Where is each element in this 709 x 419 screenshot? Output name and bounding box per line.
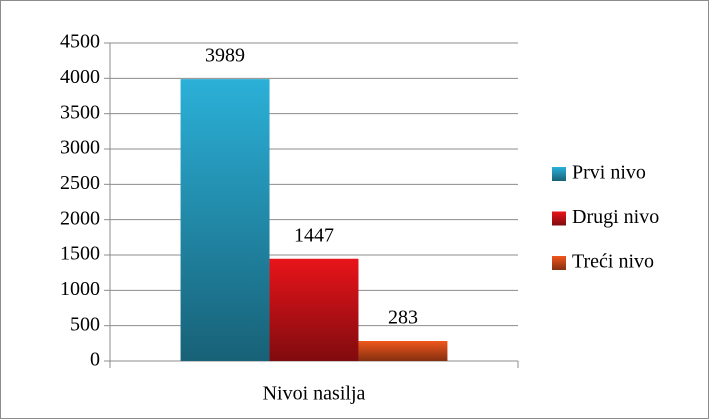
- data-label: 1447: [294, 224, 334, 246]
- y-tick-label: 500: [70, 313, 100, 335]
- legend-swatch-shade: [552, 167, 566, 181]
- y-tick-label: 4500: [60, 31, 100, 53]
- data-label: 283: [388, 307, 418, 329]
- y-tick-label: 4000: [60, 66, 100, 88]
- bar: [180, 79, 270, 362]
- legend-swatch-shade: [552, 256, 566, 270]
- legend-label: Drugi nivo: [572, 206, 659, 228]
- data-label: 3989: [205, 45, 245, 67]
- y-tick-label: 1000: [60, 278, 100, 300]
- legend-label: Prvi nivo: [572, 162, 646, 184]
- bar: [269, 258, 359, 361]
- legend-label: Treći nivo: [572, 251, 654, 273]
- y-tick-label: 1500: [60, 243, 100, 265]
- legend-swatch-shade: [552, 211, 566, 226]
- bar: [358, 341, 448, 361]
- y-tick-label: 3500: [60, 101, 100, 123]
- y-tick-label: 0: [90, 349, 100, 371]
- y-tick-label: 2500: [60, 172, 100, 194]
- y-tick-label: 3000: [60, 137, 100, 159]
- x-tick-label: Nivoi nasilja: [263, 383, 366, 405]
- y-tick-label: 2000: [60, 207, 100, 229]
